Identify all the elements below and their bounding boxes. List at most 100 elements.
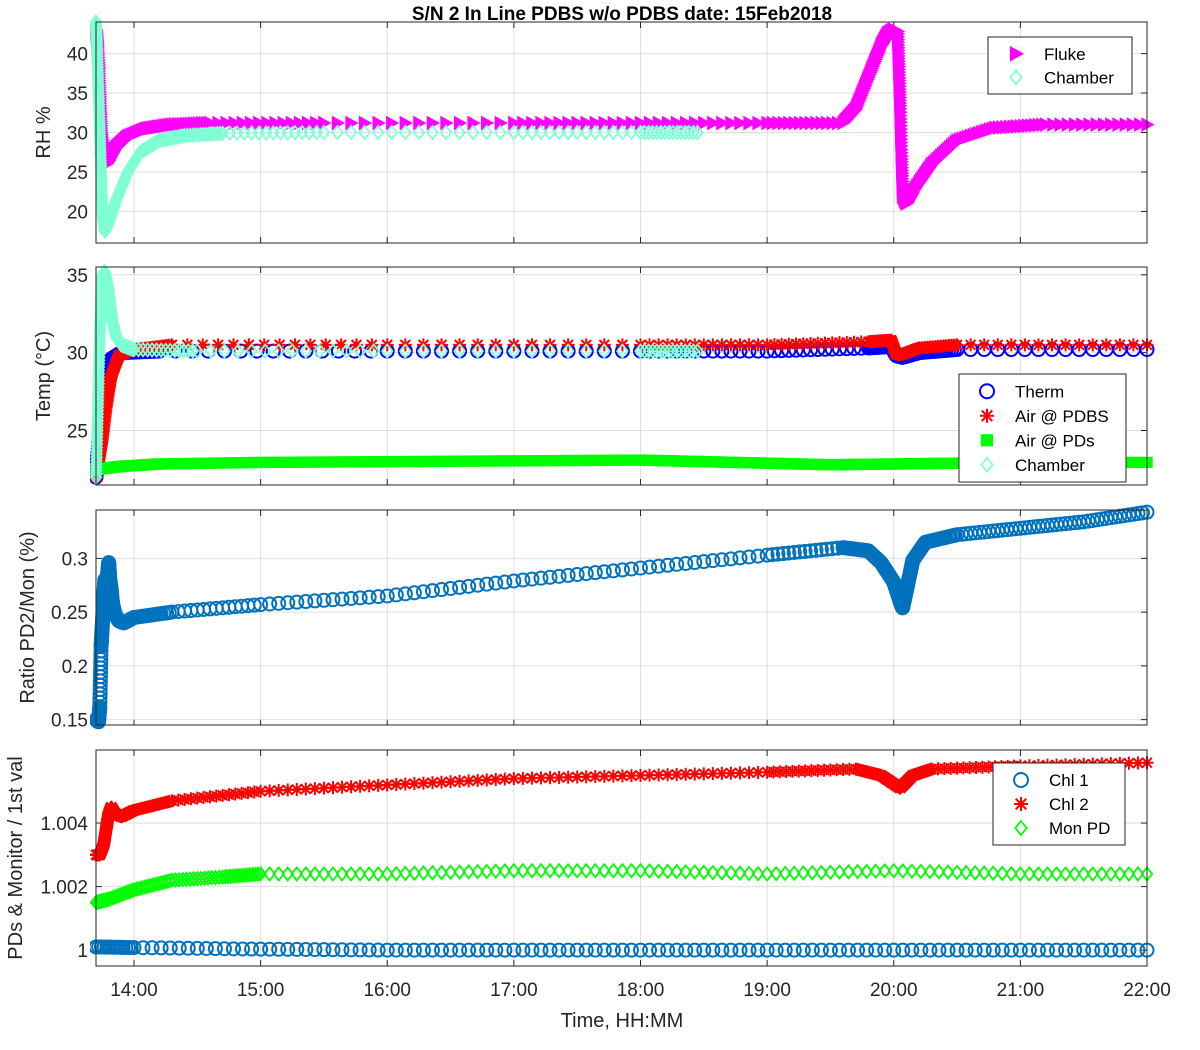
series-chl-1-point bbox=[352, 942, 368, 958]
series-chamber-point bbox=[638, 343, 651, 360]
series-chl-1-point bbox=[235, 941, 251, 957]
series-chl-1-point bbox=[461, 942, 477, 958]
series-mon-pd-point bbox=[426, 864, 439, 881]
series-chamber-point bbox=[642, 124, 655, 141]
legend-entry-label: Chl 2 bbox=[1049, 795, 1089, 814]
series-fluke-point bbox=[716, 115, 730, 131]
series-chl-1-point bbox=[732, 942, 748, 958]
series-mon-pd-point bbox=[272, 865, 286, 882]
series-mon-pd-point bbox=[1050, 865, 1063, 882]
series-chl-2-point bbox=[489, 772, 503, 786]
series-air-pdbs-point bbox=[1059, 338, 1073, 352]
series-ratio-point bbox=[515, 572, 531, 588]
series-chamber-point bbox=[525, 343, 539, 360]
series-mon-pd-point bbox=[1122, 865, 1136, 882]
series-ratio-point bbox=[759, 547, 775, 563]
series-fluke-point bbox=[725, 115, 739, 131]
series-ratio-point bbox=[533, 570, 549, 586]
y-tick-label: 0.2 bbox=[62, 657, 88, 678]
series-mon-pd-point bbox=[941, 864, 955, 881]
plot-area bbox=[96, 510, 1147, 725]
series-chl-1-point bbox=[180, 940, 196, 956]
series-ratio-point bbox=[307, 593, 323, 609]
series-ratio-point bbox=[542, 569, 558, 585]
series-ratio-point bbox=[632, 560, 648, 576]
series-chl-1-point bbox=[126, 940, 142, 956]
series-mon-pd-point bbox=[534, 862, 548, 879]
series-chl-2-point bbox=[407, 777, 421, 791]
series-chl-1-point bbox=[1003, 942, 1019, 958]
series-chl-2-point bbox=[688, 767, 702, 781]
series-ratio-point bbox=[506, 573, 522, 589]
series-chl-1-point bbox=[298, 942, 314, 958]
series-fluke-point bbox=[1126, 117, 1141, 132]
series-ratio-point bbox=[289, 594, 305, 610]
series-mon-pd-point bbox=[552, 862, 566, 879]
series-chamber-point bbox=[317, 124, 331, 141]
series-mon-pd-point bbox=[1023, 865, 1036, 882]
series-chamber-point bbox=[607, 124, 620, 141]
series-ratio-point bbox=[524, 571, 540, 587]
series-chl-1-point bbox=[316, 942, 332, 958]
series-chamber-point bbox=[398, 124, 412, 141]
series-chl-1-point bbox=[831, 942, 847, 958]
series-chamber-point bbox=[662, 124, 676, 141]
series-chl-1-point bbox=[1085, 942, 1101, 958]
series-mon-pd-point bbox=[263, 865, 277, 882]
series-mon-pd-point bbox=[453, 864, 466, 881]
series-ratio-point bbox=[479, 576, 495, 592]
series-chamber-point bbox=[670, 124, 684, 141]
y-tick-label: 30 bbox=[67, 344, 88, 365]
series-ratio-point bbox=[770, 546, 786, 562]
series-chamber-point bbox=[385, 124, 399, 141]
series-chl-1-point bbox=[768, 942, 784, 958]
series-group bbox=[90, 14, 1155, 240]
legend-entry-label: Chl 1 bbox=[1049, 771, 1089, 790]
series-chl-1-point bbox=[1094, 942, 1110, 958]
series-chl-1-point bbox=[714, 942, 730, 958]
series-ratio-point bbox=[651, 558, 667, 574]
series-mon-pd-point bbox=[507, 862, 521, 879]
series-fluke-point bbox=[261, 115, 275, 131]
subplot-3: 0.15 0.2 0.25 0.3 Ratio PD2/Mon (%) bbox=[17, 504, 1155, 732]
series-ratio-point bbox=[246, 597, 262, 613]
series-chl-1-point bbox=[795, 942, 811, 958]
legend-entry-label: Chamber bbox=[1044, 68, 1114, 87]
x-tick-label: 15:00 bbox=[237, 980, 285, 1001]
series-mon-pd-point bbox=[787, 865, 801, 882]
series-chl-1-point bbox=[1012, 942, 1028, 958]
series-fluke-point bbox=[1090, 117, 1104, 132]
series-mon-pd-point bbox=[1095, 865, 1109, 882]
series-chamber-point bbox=[159, 342, 172, 359]
series-mon-pd-point bbox=[634, 862, 647, 879]
series-chl-1-point bbox=[750, 942, 766, 958]
series-mon-pd-point bbox=[842, 863, 855, 880]
series-mon-pd-point bbox=[815, 864, 828, 881]
y-tick-label: 0.25 bbox=[51, 603, 88, 624]
series-chamber-point bbox=[331, 124, 344, 141]
series-chl-1-point bbox=[415, 942, 431, 958]
series-ratio-point bbox=[379, 588, 395, 604]
series-mon-pd-point bbox=[371, 865, 385, 882]
series-ratio-point bbox=[750, 548, 766, 564]
y-tick-label: 1 bbox=[77, 941, 88, 962]
series-fluke-point bbox=[1105, 117, 1119, 132]
series-fluke-point bbox=[1054, 117, 1068, 132]
series-ratio-point bbox=[705, 553, 721, 569]
series-chamber-point bbox=[658, 343, 672, 360]
series-mon-pd-point bbox=[679, 863, 693, 880]
series-chl-2-point bbox=[326, 781, 340, 795]
series-chl-1-point bbox=[913, 942, 929, 958]
series-mon-pd-point bbox=[851, 863, 864, 880]
series-chamber-point bbox=[210, 125, 224, 142]
legend-marker bbox=[979, 383, 995, 400]
series-chamber-point bbox=[177, 342, 191, 359]
legend-box bbox=[958, 373, 1127, 483]
series-chl-1-point bbox=[551, 942, 567, 958]
series-chl-2-point bbox=[389, 777, 403, 791]
series-chl-1-point bbox=[723, 942, 739, 958]
series-mon-pd-point bbox=[1077, 865, 1091, 882]
series-chamber-point bbox=[516, 124, 530, 141]
legend-marker bbox=[980, 408, 994, 423]
series-ratio-point bbox=[298, 594, 314, 610]
